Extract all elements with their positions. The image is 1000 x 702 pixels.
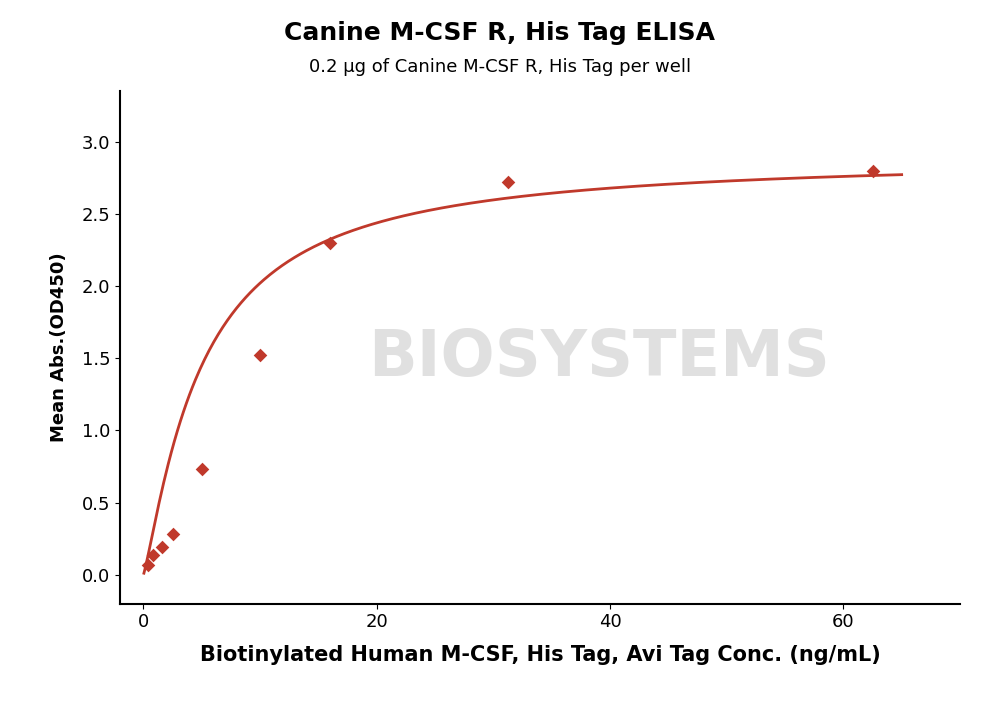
Point: [194, 464, 210, 475]
Point: [164, 529, 181, 540]
Text: 0.2 μg of Canine M-CSF R, His Tag per well: 0.2 μg of Canine M-CSF R, His Tag per we…: [309, 58, 691, 76]
X-axis label: Biotinylated Human M-CSF, His Tag, Avi Tag Conc. (ng/mL): Biotinylated Human M-CSF, His Tag, Avi T…: [200, 645, 880, 665]
Y-axis label: Mean Abs.(OD450): Mean Abs.(OD450): [50, 253, 68, 442]
Text: BIOSYSTEMS: BIOSYSTEMS: [368, 326, 830, 389]
Point: [252, 350, 268, 361]
Text: Canine M-CSF R, His Tag ELISA: Canine M-CSF R, His Tag ELISA: [285, 21, 716, 45]
Point: [145, 549, 161, 560]
Point: [140, 559, 156, 570]
Point: [864, 165, 881, 176]
Point: [500, 177, 516, 188]
Point: [154, 542, 170, 553]
Point: [322, 237, 338, 249]
